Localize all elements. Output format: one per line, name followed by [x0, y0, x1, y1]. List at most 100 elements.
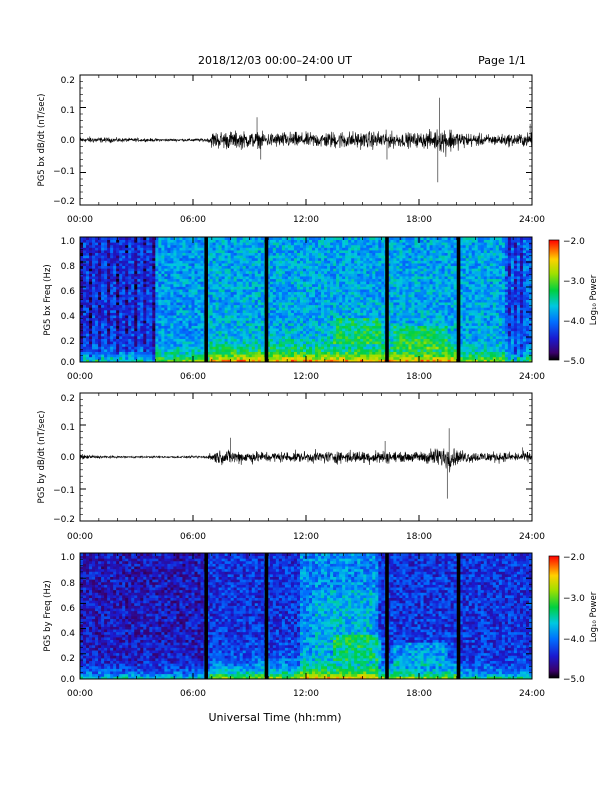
- spectrogram-cell: [315, 265, 319, 269]
- spectrogram-cell: [116, 291, 120, 295]
- spectrogram-cell: [179, 278, 183, 282]
- spectrogram-cell: [284, 257, 289, 261]
- spectrogram-cell: [287, 320, 292, 324]
- spectrogram-cell: [170, 294, 174, 298]
- spectrogram-cell: [164, 312, 168, 316]
- spectrogram-cell: [155, 263, 159, 267]
- spectrogram-cell: [269, 294, 274, 298]
- spectrogram-cell: [221, 312, 226, 316]
- spectrogram-cell: [290, 307, 295, 311]
- spectrogram-cell: [218, 278, 223, 282]
- spectrogram-cell: [197, 307, 201, 311]
- spectrogram-cell: [236, 343, 241, 347]
- spectrogram-cell: [176, 291, 180, 295]
- spectrogram-cell: [161, 299, 165, 303]
- spectrogram-cell: [327, 304, 331, 308]
- spectrogram-cell: [251, 346, 256, 350]
- spectrogram-cell: [173, 320, 177, 324]
- spectrogram-cell: [321, 294, 325, 298]
- spectrogram-cell: [236, 328, 241, 332]
- spectrogram-cell: [236, 346, 241, 350]
- spectrogram-cell: [257, 276, 262, 280]
- spectrogram-cell: [134, 260, 138, 264]
- spectrogram-cell: [306, 283, 310, 287]
- spectrogram-cell: [179, 291, 183, 295]
- spectrogram-cell: [315, 286, 319, 290]
- spectrogram-cell: [296, 289, 301, 293]
- spectrogram-cell: [360, 333, 364, 337]
- spectrogram-cell: [92, 268, 96, 272]
- spectrogram-cell: [251, 354, 256, 358]
- spectrogram-cell: [327, 307, 331, 311]
- spectrogram-cell: [284, 289, 289, 293]
- spectrogram-cell: [381, 307, 385, 311]
- spectrogram-cell: [257, 322, 262, 326]
- spectrogram-cell: [236, 247, 241, 251]
- spectrogram-cell: [116, 330, 120, 334]
- spectrogram-cell: [254, 348, 259, 352]
- spectrogram-cell: [107, 289, 111, 293]
- spectrogram-cell: [176, 255, 180, 259]
- spectrogram-cell: [218, 294, 223, 298]
- spectrogram-cell: [110, 317, 114, 321]
- spectrogram-cell: [245, 289, 250, 293]
- spectrogram-cell: [299, 304, 304, 308]
- spectrogram-cell: [260, 252, 265, 256]
- spectrogram-cell: [251, 325, 256, 329]
- spectrogram-cell: [269, 237, 274, 240]
- spectrogram-cell: [327, 268, 331, 272]
- spectrogram-cell: [182, 346, 186, 350]
- spectrogram-cell: [242, 260, 247, 264]
- spectrogram-cell: [89, 348, 93, 352]
- spectrogram-cell: [369, 348, 373, 352]
- spectrogram-cell: [309, 268, 313, 272]
- spectrogram-cell: [173, 348, 177, 352]
- spectrogram-cell: [104, 312, 108, 316]
- spectrogram-cell: [281, 296, 286, 300]
- spectrogram-cell: [360, 255, 364, 259]
- spectrogram-cell: [257, 289, 262, 293]
- spectrogram-cell: [113, 307, 117, 311]
- spectrogram-cell: [284, 296, 289, 300]
- spectrogram-cell: [122, 244, 126, 248]
- spectrogram-cell: [299, 252, 304, 256]
- spectrogram-cell: [363, 309, 367, 313]
- spectrogram-cell: [155, 265, 159, 269]
- spectrogram-cell: [215, 260, 220, 264]
- spectrogram-cell: [191, 322, 195, 326]
- spectrogram-cell: [354, 302, 358, 306]
- spectrogram-cell: [369, 289, 373, 293]
- spectrogram-cell: [330, 237, 334, 240]
- spectrogram-cell: [330, 307, 334, 311]
- spectrogram-cell: [119, 348, 123, 352]
- spectrogram-cell: [330, 335, 334, 339]
- spectrogram-cell: [348, 283, 352, 287]
- spectrogram-cell: [80, 252, 84, 256]
- spectrogram-cell: [318, 325, 322, 329]
- spectrogram-cell: [272, 309, 277, 313]
- spectrogram-cell: [164, 247, 168, 251]
- spectrogram-cell: [158, 268, 162, 272]
- spectrogram-cell: [200, 348, 204, 352]
- spectrogram-cell: [221, 242, 226, 246]
- spectrogram-cell: [257, 255, 262, 259]
- spectrogram-cell: [209, 283, 213, 287]
- spectrogram-cell: [95, 289, 99, 293]
- spectrogram-cell: [137, 333, 141, 337]
- spectrogram-cell: [378, 278, 382, 282]
- spectrogram-cell: [206, 351, 210, 355]
- spectrogram-cell: [324, 265, 328, 269]
- spectrogram-cell: [80, 307, 84, 311]
- spectrogram-cell: [375, 244, 379, 248]
- spectrogram-cell: [161, 242, 165, 246]
- spectrogram-cell: [260, 328, 265, 332]
- spectrogram-cell: [302, 289, 307, 293]
- spectrogram-cell: [321, 291, 325, 295]
- spectrogram-cell: [167, 268, 171, 272]
- spectrogram-cell: [366, 335, 370, 339]
- spectrogram-cell: [131, 255, 135, 259]
- spectrogram-cell: [348, 302, 352, 306]
- spectrogram-cell: [366, 283, 370, 287]
- spectrogram-cell: [366, 354, 370, 358]
- spectrogram-cell: [342, 244, 346, 248]
